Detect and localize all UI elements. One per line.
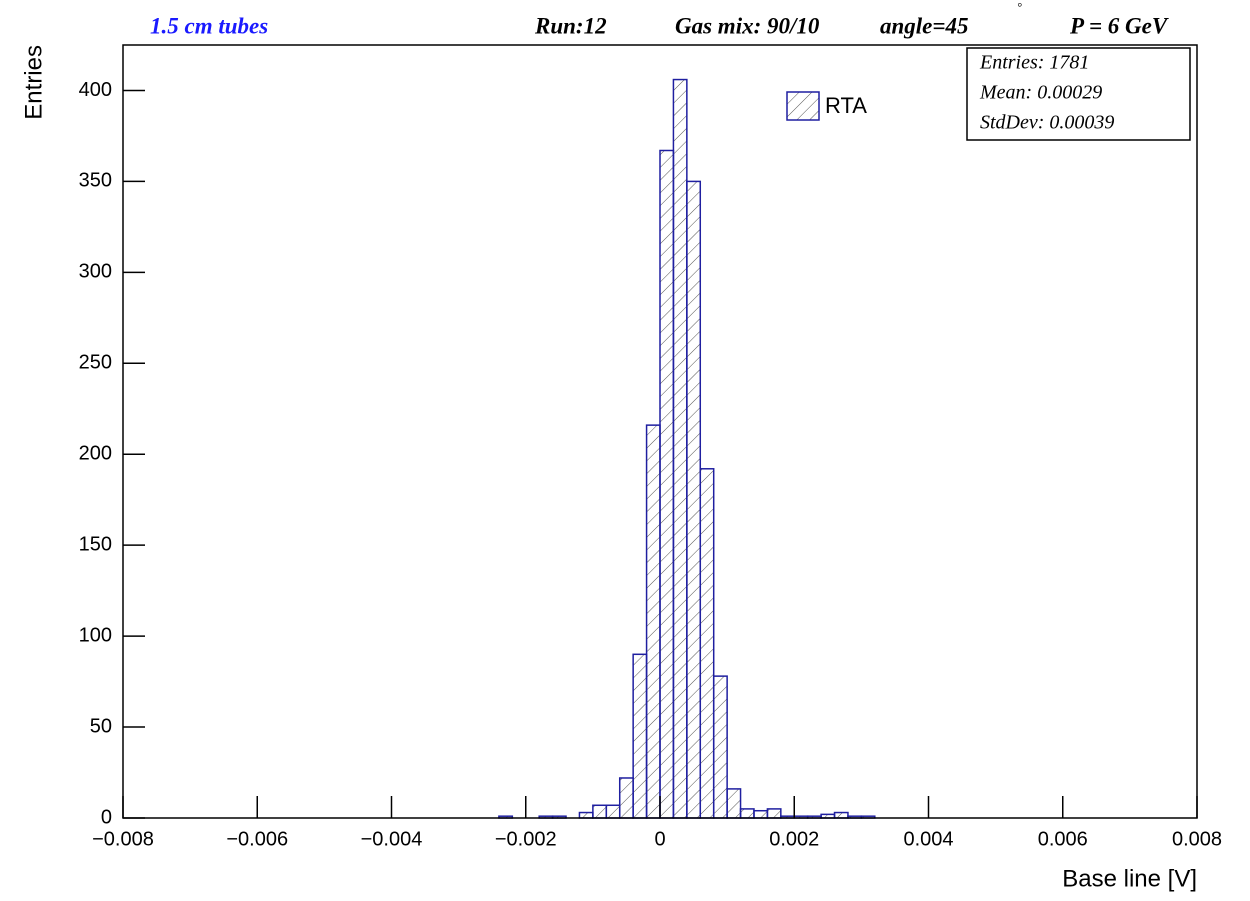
x-tick-label: 0.004 (903, 828, 953, 850)
x-axis-label: Base line [V] (1062, 865, 1197, 892)
y-tick-label: 250 (79, 352, 112, 374)
y-tick-label: 350 (79, 170, 112, 192)
x-tick-label: 0.008 (1172, 828, 1222, 850)
bar (592, 804, 608, 819)
annotation: Gas mix: 90/10 (675, 13, 820, 38)
y-tick-label: 0 (101, 806, 112, 828)
bar (659, 149, 675, 819)
bar (753, 809, 769, 819)
x-tick-label: 0.002 (769, 828, 819, 850)
bar (686, 180, 702, 819)
y-tick-label: 300 (79, 261, 112, 283)
stats-box (966, 47, 1191, 141)
x-tick-label: −0.006 (226, 828, 288, 850)
bar (672, 78, 688, 819)
x-tick-label: 0 (654, 828, 665, 850)
bar (726, 788, 742, 819)
annotation: Run:12 (534, 13, 607, 38)
y-tick-label: 200 (79, 443, 112, 465)
x-tick-label: −0.008 (92, 828, 154, 850)
bar (605, 804, 621, 819)
chart-title: 1.5 cm tubes (150, 13, 268, 38)
bar (632, 653, 648, 819)
stats-line: Entries: 1781 (979, 52, 1089, 74)
stats-line: StdDev: 0.00039 (980, 112, 1114, 134)
y-axis-label: Entries (20, 45, 47, 120)
bar (739, 808, 755, 819)
y-tick-label: 400 (79, 79, 112, 101)
bar (578, 811, 594, 819)
stats-line: Mean: 0.00029 (979, 82, 1102, 104)
bar (618, 777, 634, 819)
legend-swatch (786, 91, 820, 121)
annotation: angle=45 (880, 13, 969, 38)
x-tick-label: −0.004 (361, 828, 423, 850)
bar (833, 811, 849, 819)
bar (712, 675, 728, 819)
x-tick-label: −0.002 (495, 828, 557, 850)
y-tick-label: 50 (90, 715, 112, 737)
legend-label: RTA (825, 93, 867, 118)
y-tick-label: 100 (79, 624, 112, 646)
y-tick-label: 150 (79, 533, 112, 555)
bar (699, 468, 715, 819)
bar (766, 808, 782, 819)
bar (645, 424, 661, 819)
annotation: P = 6 GeV (1069, 13, 1169, 38)
annotation: ° (1017, 0, 1022, 14)
x-tick-label: 0.006 (1038, 828, 1088, 850)
